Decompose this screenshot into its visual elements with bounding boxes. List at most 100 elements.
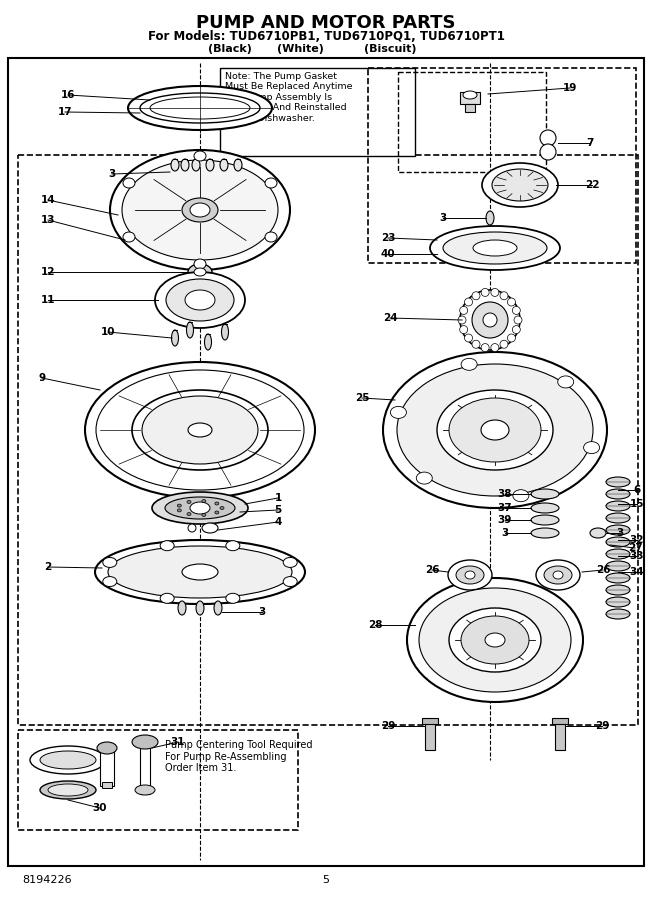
Ellipse shape: [481, 420, 509, 440]
Text: 31: 31: [171, 737, 185, 747]
Text: 8194226: 8194226: [22, 875, 72, 885]
Text: For Models: TUD6710PB1, TUD6710PQ1, TUD6710PT1: For Models: TUD6710PB1, TUD6710PQ1, TUD6…: [147, 30, 505, 43]
Ellipse shape: [187, 513, 191, 516]
Ellipse shape: [108, 546, 292, 598]
Ellipse shape: [283, 577, 297, 587]
Ellipse shape: [606, 525, 630, 535]
Ellipse shape: [188, 524, 196, 532]
Ellipse shape: [150, 97, 250, 119]
Ellipse shape: [557, 376, 574, 388]
Ellipse shape: [155, 272, 245, 328]
Ellipse shape: [202, 513, 206, 517]
Ellipse shape: [171, 330, 179, 346]
Bar: [460, 92, 480, 104]
Ellipse shape: [416, 472, 432, 484]
Ellipse shape: [448, 560, 492, 590]
Text: 33: 33: [630, 551, 644, 561]
Ellipse shape: [103, 557, 117, 567]
Text: 13: 13: [40, 215, 55, 225]
Ellipse shape: [540, 130, 556, 146]
Text: 10: 10: [101, 327, 115, 337]
Ellipse shape: [491, 344, 499, 352]
Bar: [102, 782, 112, 788]
Ellipse shape: [606, 561, 630, 571]
Ellipse shape: [160, 541, 174, 551]
Ellipse shape: [222, 324, 228, 340]
Text: 14: 14: [40, 195, 55, 205]
Text: 25: 25: [355, 393, 369, 403]
Text: 32: 32: [630, 535, 644, 545]
Ellipse shape: [182, 564, 218, 580]
Ellipse shape: [443, 232, 547, 264]
Ellipse shape: [465, 298, 473, 306]
Ellipse shape: [265, 178, 277, 188]
Ellipse shape: [194, 151, 206, 161]
Text: Note: The Pump Gasket
Must Be Replaced Anytime
The Pump Assembly Is
Removed And : Note: The Pump Gasket Must Be Replaced A…: [225, 72, 353, 122]
Ellipse shape: [407, 578, 583, 702]
Ellipse shape: [606, 585, 630, 595]
Text: 22: 22: [585, 180, 599, 190]
Ellipse shape: [132, 390, 268, 470]
Ellipse shape: [190, 502, 210, 514]
Text: 5: 5: [274, 505, 282, 515]
Ellipse shape: [160, 593, 174, 603]
Text: 3: 3: [439, 213, 447, 223]
Ellipse shape: [202, 523, 218, 533]
Ellipse shape: [606, 549, 630, 559]
Text: PUMP AND MOTOR PARTS: PUMP AND MOTOR PARTS: [196, 14, 456, 32]
Ellipse shape: [540, 144, 556, 160]
Ellipse shape: [437, 390, 553, 470]
Ellipse shape: [152, 492, 248, 524]
Ellipse shape: [460, 306, 467, 314]
Text: 11: 11: [40, 295, 55, 305]
Ellipse shape: [512, 326, 520, 334]
Bar: [18, 730, 298, 830]
Text: 29: 29: [595, 721, 609, 731]
Text: 26: 26: [424, 565, 439, 575]
Ellipse shape: [177, 504, 181, 507]
Ellipse shape: [456, 566, 484, 584]
Ellipse shape: [265, 232, 277, 242]
Text: 2: 2: [44, 562, 52, 572]
Ellipse shape: [463, 91, 477, 99]
Ellipse shape: [220, 159, 228, 171]
Ellipse shape: [514, 316, 522, 324]
Ellipse shape: [481, 344, 489, 352]
Ellipse shape: [606, 501, 630, 511]
Ellipse shape: [85, 362, 315, 498]
Ellipse shape: [513, 490, 529, 501]
Ellipse shape: [135, 785, 155, 795]
Ellipse shape: [465, 571, 475, 579]
Ellipse shape: [460, 290, 520, 350]
Ellipse shape: [142, 396, 258, 464]
Bar: [140, 742, 150, 794]
Ellipse shape: [536, 560, 580, 590]
Text: (Biscuit): (Biscuit): [364, 44, 416, 54]
Text: 17: 17: [57, 107, 72, 117]
Text: 29: 29: [381, 721, 395, 731]
Ellipse shape: [472, 302, 508, 338]
Ellipse shape: [186, 322, 194, 338]
Ellipse shape: [283, 557, 297, 567]
Text: 3: 3: [616, 528, 623, 538]
Bar: [398, 72, 546, 172]
Ellipse shape: [458, 316, 466, 324]
Ellipse shape: [206, 159, 214, 171]
Ellipse shape: [473, 240, 517, 256]
Text: (Black): (Black): [208, 44, 252, 54]
Ellipse shape: [531, 489, 559, 499]
Ellipse shape: [215, 511, 219, 514]
Ellipse shape: [472, 292, 480, 300]
Ellipse shape: [185, 290, 215, 310]
Text: 4: 4: [274, 517, 282, 527]
Text: 15: 15: [630, 499, 644, 509]
Ellipse shape: [48, 784, 88, 796]
Ellipse shape: [196, 601, 204, 615]
Bar: [465, 104, 475, 112]
Text: 3: 3: [258, 607, 265, 617]
Ellipse shape: [391, 407, 406, 418]
Ellipse shape: [485, 633, 505, 647]
Text: 30: 30: [93, 803, 107, 813]
Ellipse shape: [194, 259, 206, 269]
Ellipse shape: [194, 268, 206, 276]
